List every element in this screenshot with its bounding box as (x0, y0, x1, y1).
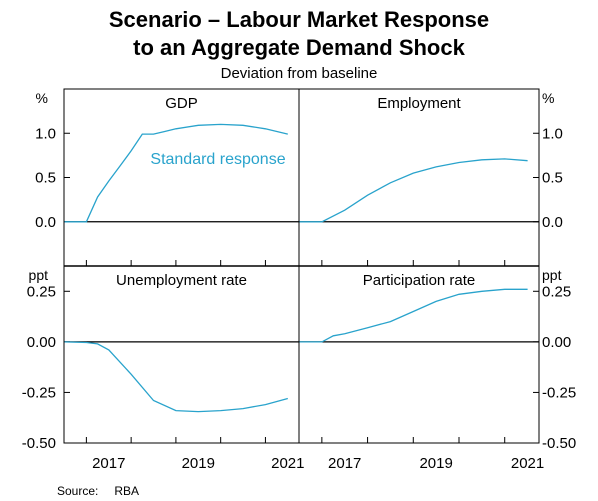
y-unit-label: ppt (542, 267, 562, 283)
x-tick-label: 2021 (511, 455, 544, 472)
y-tick-label: 0.5 (542, 170, 563, 187)
panel-title: GDP (165, 95, 198, 112)
series-line (63, 341, 288, 413)
y-tick-label: 1.0 (542, 125, 563, 142)
panel-title: Employment (377, 95, 461, 112)
y-unit-label: % (36, 90, 48, 106)
chart-subtitle: Deviation from baseline (220, 65, 378, 82)
y-tick-label: -0.50 (542, 435, 576, 452)
y-tick-label: 0.25 (27, 283, 56, 300)
chart-title-line2: to an Aggregate Demand Shock (133, 35, 465, 60)
y-tick-label: 0.0 (542, 214, 563, 231)
y-tick-label: 0.0 (35, 214, 56, 231)
panel-title: Unemployment rate (116, 272, 247, 289)
series-line (299, 288, 528, 343)
y-unit-label: % (542, 90, 554, 106)
source-label: Source: (57, 484, 99, 498)
y-tick-label: -0.25 (542, 384, 576, 401)
y-tick-label: 0.00 (542, 334, 571, 351)
x-tick-label: 2017 (328, 455, 361, 472)
chart-title-line1: Scenario – Labour Market Response (108, 7, 490, 32)
source-note: Source: RBA (57, 484, 139, 498)
series-line (64, 123, 288, 223)
x-tick-label: 2017 (92, 455, 125, 472)
y-tick-label: -0.50 (22, 435, 56, 452)
series-line (299, 158, 528, 223)
y-tick-label: 0.00 (27, 334, 56, 351)
x-tick-label: 2019 (419, 455, 452, 472)
y-tick-label: 0.5 (35, 170, 56, 187)
y-unit-label: ppt (29, 267, 49, 283)
x-tick-label: 2021 (271, 455, 304, 472)
y-tick-label: -0.25 (22, 384, 56, 401)
y-tick-label: 0.25 (542, 283, 571, 300)
series-annotation: Standard response (150, 151, 285, 168)
source-value: RBA (114, 484, 140, 498)
panel-title: Participation rate (363, 272, 476, 289)
y-tick-label: 1.0 (35, 125, 56, 142)
x-tick-label: 2019 (182, 455, 215, 472)
